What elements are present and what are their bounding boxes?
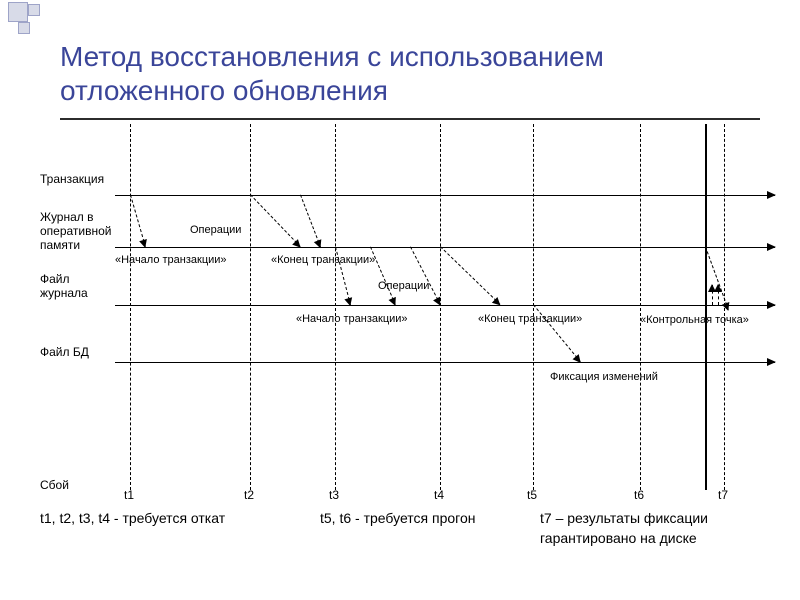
timeline-line-1	[115, 247, 775, 248]
arrowhead-down-icon	[433, 297, 444, 308]
tick-label-t4: t4	[434, 488, 444, 502]
footer-text-3: гарантировано на диске	[540, 530, 697, 546]
arrowhead-right-icon	[767, 191, 776, 199]
timeline-diagram: Транзакция Журнал воперативнойпамяти Файлж…	[0, 0, 800, 600]
vertical-dash-t1	[130, 124, 131, 490]
arrowhead-right-icon	[767, 301, 776, 309]
arrowhead-up-icon	[714, 284, 722, 292]
tick-label-t6: t6	[634, 488, 644, 502]
vertical-dash-t3	[335, 124, 336, 490]
checkpoint-vline	[705, 124, 707, 490]
arrowhead-down-icon	[492, 297, 503, 308]
row-label-4: Сбой	[40, 478, 69, 492]
tick-label-t5: t5	[527, 488, 537, 502]
slant-arrow-1	[250, 194, 301, 247]
annotation-7: Фиксация изменений	[550, 371, 658, 383]
vertical-dash-t2	[250, 124, 251, 490]
slant-arrow-2	[300, 195, 321, 247]
annotation-5: «Конец транзакции»	[478, 313, 582, 325]
arrowhead-right-icon	[767, 243, 776, 251]
slant-arrow-6	[440, 246, 501, 305]
tick-label-t7: t7	[718, 488, 728, 502]
annotation-3: Операции	[378, 280, 429, 292]
vertical-dash-t6	[640, 124, 641, 490]
up-arrow-1	[718, 285, 719, 305]
arrowhead-right-icon	[767, 358, 776, 366]
slant-arrow-5	[410, 247, 441, 305]
arrowhead-down-icon	[722, 302, 732, 312]
row-label-0: Транзакция	[40, 172, 104, 186]
annotation-1: «Начало транзакции»	[115, 254, 227, 266]
annotation-0: Операции	[190, 224, 241, 236]
tick-label-t2: t2	[244, 488, 254, 502]
footer-text-0: t1, t2, t3, t4 - требуется откат	[40, 510, 225, 526]
row-label-2: Файлжурнала	[40, 272, 88, 300]
tick-label-t3: t3	[329, 488, 339, 502]
arrowhead-down-icon	[572, 354, 583, 365]
annotation-4: «Начало транзакции»	[296, 313, 408, 325]
row-label-1: Журнал воперативнойпамяти	[40, 210, 112, 252]
tick-label-t1: t1	[124, 488, 134, 502]
timeline-line-3	[115, 362, 775, 363]
timeline-line-0	[115, 195, 775, 196]
timeline-line-2	[115, 305, 775, 306]
annotation-6: «Контрольная точка»	[640, 314, 749, 326]
footer-text-1: t5, t6 - требуется прогон	[320, 510, 475, 526]
up-arrow-0	[712, 285, 713, 305]
annotation-2: «Конец транзакции»	[271, 254, 375, 266]
vertical-dash-t4	[440, 124, 441, 490]
arrowhead-down-icon	[292, 239, 303, 250]
row-label-3: Файл БД	[40, 345, 89, 359]
slant-arrow-0	[130, 195, 146, 247]
slant-arrow-8	[705, 247, 729, 310]
footer-text-2: t7 – результаты фиксации	[540, 510, 708, 526]
